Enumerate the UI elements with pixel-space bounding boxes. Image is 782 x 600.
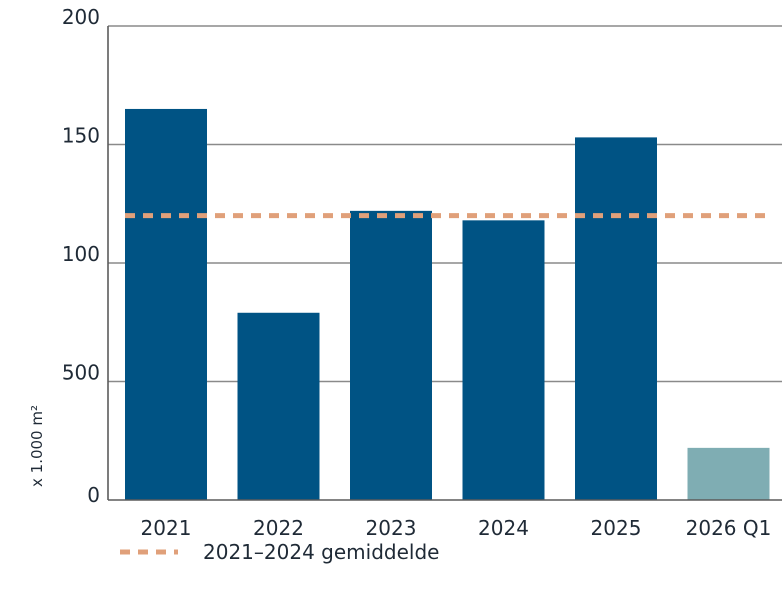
bar-2023 <box>350 210 432 501</box>
y-tick-label: 0 <box>87 483 100 507</box>
axes <box>107 26 782 501</box>
legend-label-average-line: 2021–2024 gemiddelde <box>203 540 439 564</box>
bar-2021 <box>125 108 207 500</box>
x-tick-label: 2024 <box>478 516 529 540</box>
y-axis-label: x 1.000 m² <box>28 405 46 487</box>
x-axis-ticks: 2021 2022 2023 2024 2025 2026 Q1 <box>141 516 772 540</box>
bars <box>125 108 770 501</box>
x-tick-label: 2026 Q1 <box>686 516 772 540</box>
x-tick-label: 2021 <box>141 516 192 540</box>
bar-2025 <box>575 137 657 500</box>
y-tick-label: 200 <box>62 5 100 29</box>
y-axis-ticks: 0 500 100 150 200 <box>62 5 100 507</box>
bar-2024 <box>462 220 545 500</box>
bar-2022 <box>237 312 320 500</box>
y-tick-label: 500 <box>62 361 100 385</box>
grid-lines <box>108 25 782 383</box>
x-tick-label: 2025 <box>591 516 642 540</box>
bar-2026-q1 <box>687 447 770 500</box>
x-tick-label: 2022 <box>253 516 304 540</box>
y-tick-label: 150 <box>62 124 100 148</box>
y-tick-label: 100 <box>62 242 100 266</box>
x-tick-label: 2023 <box>366 516 417 540</box>
legend: 2021–2024 gemiddelde <box>120 540 439 564</box>
